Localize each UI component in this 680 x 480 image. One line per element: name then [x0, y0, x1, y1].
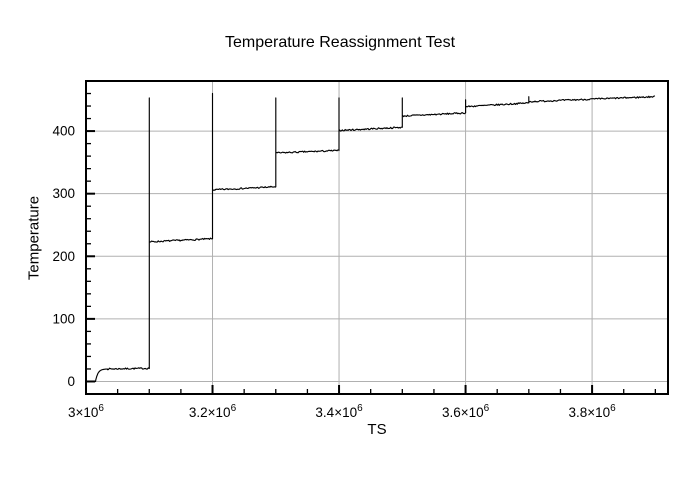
- svg-text:3.6×106: 3.6×106: [442, 403, 490, 420]
- y-tick-labels: 0 100 200 300 400: [52, 124, 75, 389]
- svg-text:3.8×106: 3.8×106: [568, 403, 616, 420]
- x-axis-title: TS: [367, 421, 387, 438]
- svg-text:400: 400: [52, 124, 75, 139]
- svg-text:100: 100: [52, 311, 75, 326]
- gridlines: [86, 81, 668, 394]
- svg-text:3.2×106: 3.2×106: [189, 403, 237, 420]
- svg-text:3×106: 3×106: [68, 403, 104, 420]
- plot-frame: [85, 80, 669, 395]
- svg-text:300: 300: [52, 186, 75, 201]
- svg-text:0: 0: [67, 374, 75, 389]
- temperature-line: [94, 92, 656, 383]
- x-tick-labels: 3×106 3.2×106 3.4×106 3.6×106 3.8×106: [68, 403, 616, 420]
- svg-text:200: 200: [52, 249, 75, 264]
- axis-ticks: [85, 92, 656, 395]
- svg-text:3.4×106: 3.4×106: [315, 403, 363, 420]
- chart-title: Temperature Reassignment Test: [224, 34, 456, 51]
